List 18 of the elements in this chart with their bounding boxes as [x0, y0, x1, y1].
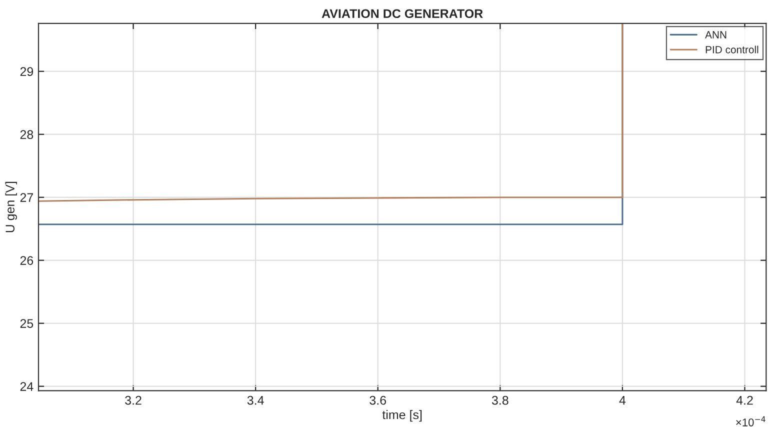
y-tick-label: 28 — [20, 130, 34, 139]
y-tick-label: 24 — [20, 382, 34, 391]
x-tick-label: 3.4 — [247, 396, 264, 405]
x-tick-label: 3.2 — [125, 396, 142, 405]
chart-title: AVIATION DC GENERATOR — [322, 9, 483, 18]
x-tick-label: 3.8 — [492, 396, 508, 405]
x-tick-label: 4 — [619, 396, 626, 405]
y-tick-label: 27 — [20, 193, 34, 202]
x-tick-label: 4.2 — [736, 396, 753, 405]
y-tick-label: 26 — [20, 256, 34, 265]
x-tick-label: 3.6 — [370, 396, 386, 405]
y-tick-label: 29 — [20, 67, 34, 76]
y-axis-title: U gen [V] — [5, 182, 17, 232]
legend-label: ANN — [705, 31, 726, 38]
x-axis-title: time [s] — [382, 410, 422, 422]
y-tick-label: 25 — [20, 319, 34, 328]
text: ×10$^{−4}$ — [736, 416, 766, 426]
legend-label: PID controll — [706, 46, 758, 54]
